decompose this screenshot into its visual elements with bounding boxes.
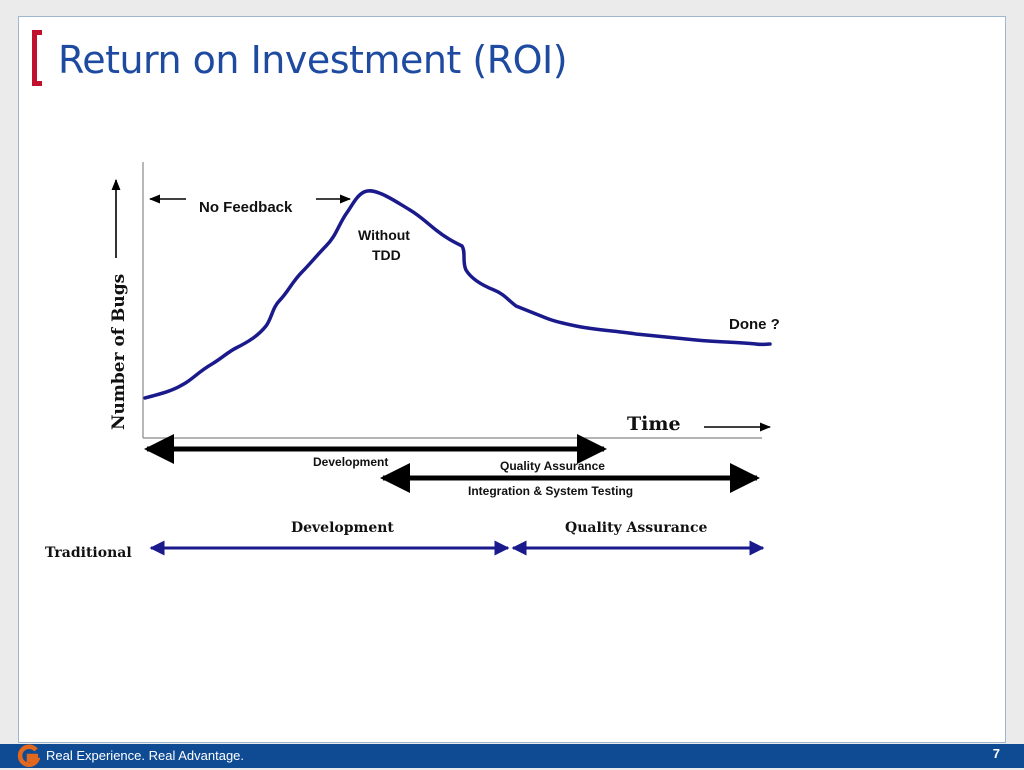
- footer-tagline: Real Experience. Real Advantage.: [46, 748, 245, 763]
- no-feedback-label: No Feedback: [199, 199, 293, 216]
- traditional-development-label: Development: [291, 520, 394, 536]
- y-axis-label: Number of Bugs: [109, 273, 129, 430]
- tdd-quality-assurance-label: Quality Assurance: [500, 459, 605, 473]
- curve-label-line2: TDD: [372, 247, 401, 263]
- tdd-integration-label: Integration & System Testing: [468, 484, 634, 498]
- tdd-development-label: Development: [313, 455, 389, 469]
- curve-label-line1: Without: [358, 227, 410, 243]
- title-bracket: [32, 30, 42, 86]
- slide-canvas: [18, 16, 1006, 743]
- slide-title: Return on Investment (ROI): [58, 38, 568, 82]
- page-number: 7: [992, 746, 1000, 761]
- x-axis-label: Time: [627, 413, 681, 435]
- traditional-label: Traditional: [45, 545, 132, 561]
- traditional-quality-assurance-label: Quality Assurance: [565, 520, 708, 536]
- bugs-curve: [143, 189, 772, 400]
- done-label: Done ?: [729, 316, 780, 333]
- footer-bar: Real Experience. Real Advantage. 7: [0, 744, 1024, 768]
- company-logo-icon: [17, 744, 40, 767]
